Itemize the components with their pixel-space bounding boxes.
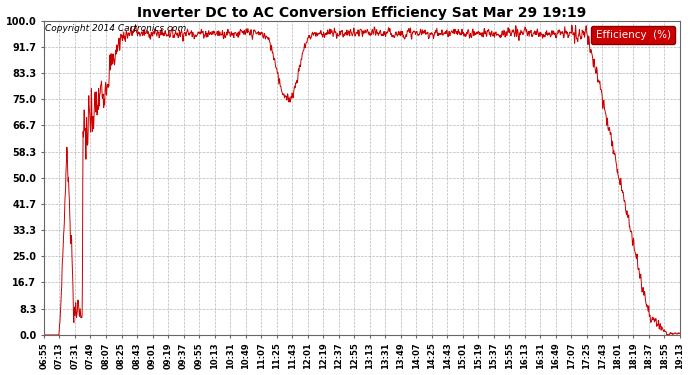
Legend: Efficiency  (%): Efficiency (%) bbox=[591, 26, 675, 44]
Title: Inverter DC to AC Conversion Efficiency Sat Mar 29 19:19: Inverter DC to AC Conversion Efficiency … bbox=[137, 6, 586, 20]
Text: Copyright 2014 Cartronics.com: Copyright 2014 Cartronics.com bbox=[46, 24, 186, 33]
